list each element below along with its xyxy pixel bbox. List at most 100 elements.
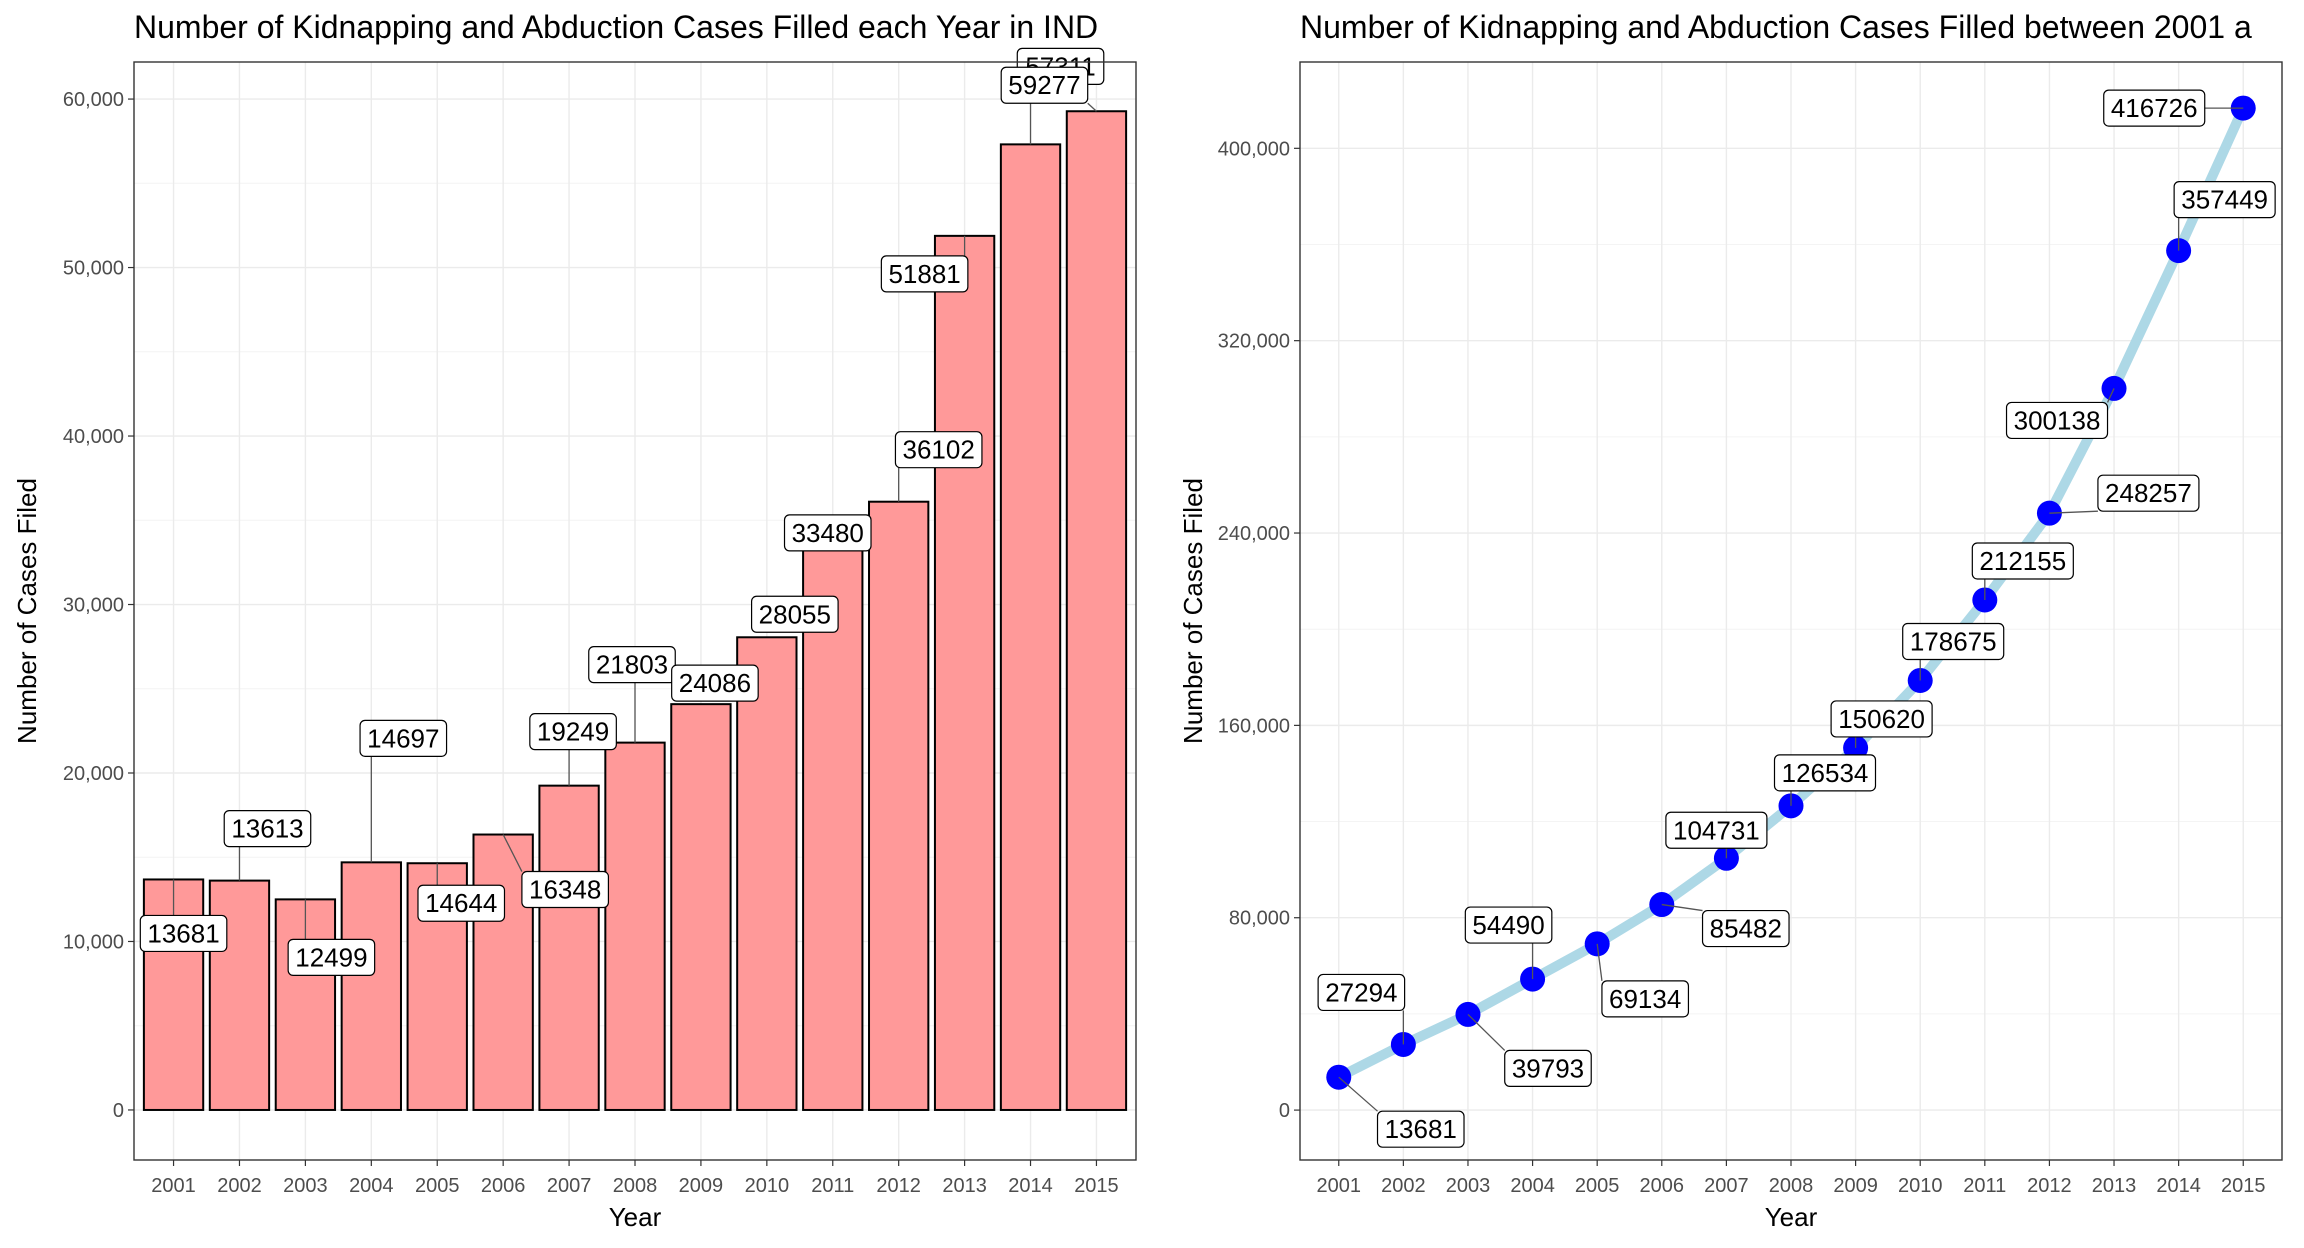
- data-label-box: [1971, 542, 2074, 580]
- data-label-2007: 19249: [537, 717, 609, 747]
- x-tick-label: 2013: [942, 1175, 987, 1197]
- data-label-2004: 14697: [367, 723, 439, 753]
- x-tick-label: 2014: [2156, 1175, 2201, 1197]
- y-tick-label: 400,000: [1218, 138, 1290, 160]
- bar-2012: [868, 500, 930, 1111]
- data-label-connector: [1467, 1013, 1506, 1051]
- data-label-2009: 24086: [679, 668, 751, 698]
- x-tick-label: 2006: [1640, 1175, 1685, 1197]
- data-label-box: [1665, 811, 1768, 849]
- data-label-2008: 21803: [596, 650, 668, 680]
- bar-chart-title: Number of Kidnapping and Abduction Cases…: [134, 9, 1098, 45]
- data-label-2012: 248257: [2105, 478, 2192, 508]
- data-label-box: [417, 884, 506, 922]
- x-tick-label: 2010: [1898, 1175, 1943, 1197]
- data-label-box: [880, 255, 969, 293]
- line-chart-panel: Year Number of Cases Filed 0 80,000 160,00…: [1178, 9, 2283, 1232]
- data-label-box: [139, 914, 228, 953]
- y-tick-label: 0: [113, 1100, 124, 1122]
- data-label-box: [671, 664, 759, 702]
- line-chart-data-labels: 13681 27294 39793 54490 69134 85482 104731 1265…: [1317, 89, 2276, 1148]
- data-label-2006: 16348: [529, 875, 601, 905]
- data-label-2004: 54490: [1472, 910, 1544, 940]
- data-label-box: [1902, 622, 2005, 661]
- y-tick-label: 0: [1279, 1100, 1290, 1122]
- x-tick-label: 2004: [349, 1175, 394, 1197]
- data-label-2013: 51881: [888, 259, 960, 289]
- data-label-box: [1773, 754, 1877, 792]
- data-label-2005: 69134: [1609, 984, 1681, 1014]
- bar-2011: [802, 544, 864, 1111]
- x-tick-label: 2004: [1510, 1175, 1555, 1197]
- x-tick-label: 2001: [1317, 1175, 1362, 1197]
- x-tick-label: 2003: [283, 1175, 328, 1197]
- line-chart-y-axis-title: Number of Cases Filed: [1178, 478, 1208, 744]
- data-label-box: [1000, 66, 1089, 104]
- data-label-2010: 178675: [1910, 626, 1997, 656]
- data-label-2006: 85482: [1710, 914, 1782, 944]
- y-tick-label: 30,000: [63, 595, 124, 617]
- y-tick-label: 60,000: [63, 89, 124, 111]
- x-tick-label: 2009: [1833, 1175, 1878, 1197]
- data-label-2011: 33480: [792, 518, 864, 548]
- x-tick-label: 2010: [745, 1175, 790, 1197]
- bar-2007: [538, 784, 600, 1111]
- y-tick-label: 240,000: [1218, 523, 1290, 545]
- x-tick-label: 2006: [481, 1175, 526, 1197]
- x-tick-label: 2005: [1575, 1175, 1620, 1197]
- data-label-2010: 28055: [759, 599, 831, 629]
- data-label-connector: [2106, 388, 2115, 403]
- data-label-connector: [2049, 510, 2098, 514]
- x-tick-label: 2015: [2221, 1175, 2266, 1197]
- data-label-2011: 212155: [1979, 546, 2066, 576]
- x-tick-label: 2011: [811, 1175, 854, 1197]
- data-label-2013: 300138: [2014, 405, 2101, 435]
- bar-chart-panel: Year Number of Cases Filed 0 10,000 20,000…: [12, 9, 1137, 1232]
- data-label-box: [750, 595, 839, 633]
- data-label-2015: 59277: [1008, 70, 1080, 100]
- data-label-connector: [1596, 943, 1603, 981]
- line-chart-title: Number of Kidnapping and Abduction Cases…: [1300, 9, 2252, 45]
- data-label-box: [783, 514, 872, 552]
- data-label-2012: 36102: [903, 435, 975, 465]
- bar-2013: [933, 234, 996, 1111]
- data-label-box: [1830, 700, 1933, 738]
- data-label-2003: 39793: [1512, 1053, 1584, 1083]
- y-tick-label: 20,000: [63, 763, 124, 785]
- bar-2004: [340, 861, 402, 1111]
- data-label-box: [287, 938, 376, 976]
- x-tick-label: 2008: [1769, 1175, 1814, 1197]
- bar-chart-panel-border: [133, 61, 1137, 1161]
- data-label-box: [2097, 474, 2200, 512]
- y-tick-label: 50,000: [63, 258, 124, 280]
- data-label-connector: [1087, 102, 1097, 112]
- data-label-box: [1701, 909, 1790, 948]
- data-label-box: [1504, 1049, 1592, 1088]
- y-tick-label: 160,000: [1218, 715, 1290, 737]
- x-tick-label: 2002: [217, 1175, 262, 1197]
- x-tick-label: 2012: [2027, 1175, 2072, 1197]
- x-tick-label: 2008: [613, 1175, 658, 1197]
- data-label-box: [588, 646, 676, 684]
- data-label-2001: 13681: [147, 918, 219, 948]
- data-label-2003: 12499: [295, 942, 367, 972]
- data-label-2002: 27294: [1325, 977, 1397, 1007]
- bar-2014: [999, 143, 1062, 1111]
- x-tick-label: 2015: [1074, 1175, 1119, 1197]
- data-label-2007: 104731: [1673, 815, 1760, 845]
- bar-chart-x-axis-title: Year: [609, 1202, 662, 1232]
- x-tick-label: 2003: [1446, 1175, 1491, 1197]
- y-tick-label: 10,000: [63, 931, 124, 953]
- data-label-box: [1601, 980, 1690, 1018]
- data-label-box: [1376, 1110, 1465, 1148]
- bar-2009: [670, 703, 732, 1111]
- data-label-box: [529, 713, 617, 751]
- x-tick-label: 2013: [2092, 1175, 2137, 1197]
- bar-chart-data-labels: 13681 13613 12499 14697 14644 16348 19249 21803…: [139, 47, 1105, 976]
- data-label-box: [2103, 89, 2206, 127]
- bar-2008: [604, 741, 666, 1111]
- data-label-connector: [1338, 1076, 1378, 1112]
- line-chart-gridlines: [1300, 62, 2282, 1160]
- data-label-box: [521, 870, 610, 909]
